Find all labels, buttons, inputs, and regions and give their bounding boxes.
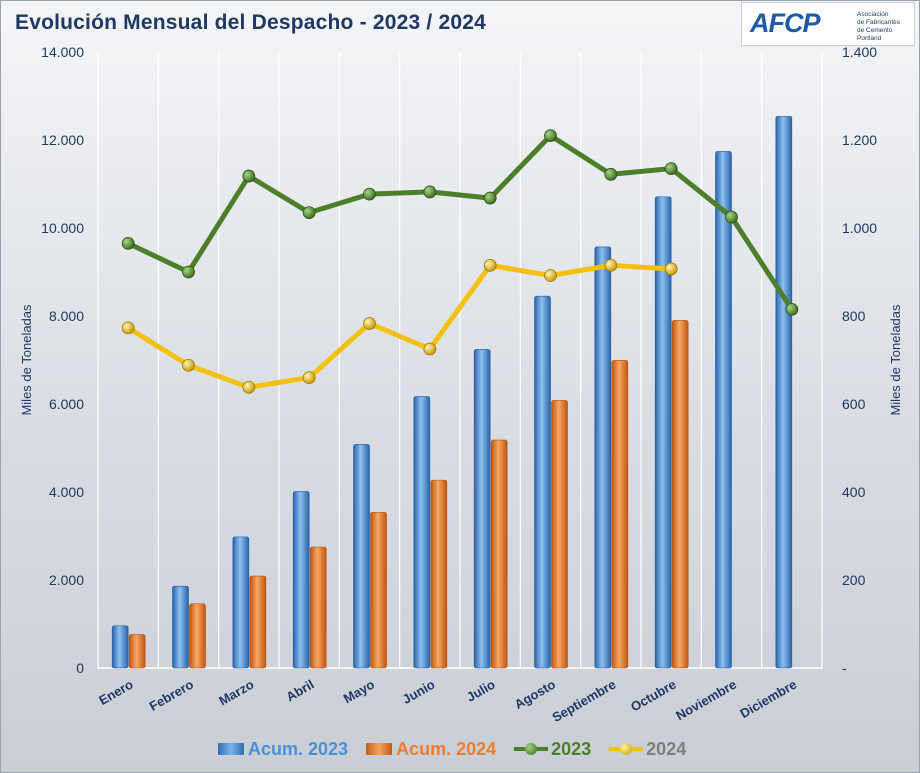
chart-legend: Acum. 2023 Acum. 2024 2023 2024 [218, 738, 704, 760]
point-2023 [302, 206, 316, 220]
x-tick-label: Abril [284, 677, 317, 705]
y-tick-right: - [842, 660, 847, 676]
bar-acum-2023 [232, 536, 250, 669]
y-tick-right: 1.400 [842, 44, 877, 60]
bar-acum-2024 [611, 360, 629, 669]
legend-swatch-2024 [609, 743, 644, 755]
bar-acum-2023 [534, 295, 551, 669]
point-2024 [604, 258, 618, 272]
y-tick-left: 8.000 [49, 308, 84, 324]
bar-acum-2024 [671, 320, 689, 669]
bar-acum-2023 [473, 349, 491, 669]
bar-acum-2024 [309, 546, 327, 669]
bar-acum-2024 [189, 603, 206, 669]
bar-acum-2023 [594, 246, 612, 669]
legend-item-acum-2023: Acum. 2023 [218, 739, 348, 760]
bar-acum-2024 [551, 400, 568, 669]
legend-swatch-2023 [514, 743, 549, 755]
legend-swatch-acum-2023 [218, 743, 244, 755]
bar-acum-2023 [775, 115, 793, 669]
bar-acum-2023 [654, 196, 672, 669]
x-tick-label: Agosto [512, 677, 558, 712]
y-tick-left: 12.000 [41, 132, 84, 148]
x-tick-label: Enero [96, 677, 135, 708]
point-2024 [363, 317, 376, 330]
point-2024 [121, 321, 135, 335]
point-2024 [182, 358, 195, 372]
point-2023 [121, 236, 135, 250]
bar-acum-2024 [490, 439, 508, 669]
y-tick-right: 400 [842, 484, 866, 500]
y-tick-right: 1.200 [842, 132, 877, 148]
point-2024 [483, 258, 497, 272]
bar-acum-2024 [370, 511, 387, 669]
y-tick-right: 1.000 [842, 220, 877, 236]
logo-caption-line-2: de Fabricantes [857, 19, 900, 26]
x-tick-label: Julio [464, 677, 498, 705]
point-2023 [423, 185, 437, 199]
legend-item-2023: 2023 [514, 739, 591, 760]
point-2023 [483, 191, 497, 205]
y-tick-left: 0 [76, 660, 84, 676]
point-2023 [664, 162, 678, 176]
legend-item-acum-2024: Acum. 2024 [366, 739, 496, 760]
point-2023 [604, 167, 618, 181]
x-tick-label: Octubre [628, 677, 679, 715]
logo-caption-line-4: Portland [857, 35, 882, 42]
x-tick-label: Noviembre [673, 677, 739, 724]
line-series-2024 [125, 262, 674, 390]
logo-mark-text: AFCP [750, 8, 820, 38]
y-axis-label-left: Miles de Toneladas [19, 304, 34, 416]
legend-swatch-acum-2024 [366, 743, 393, 755]
legend-label-acum-2024: Acum. 2024 [396, 738, 497, 759]
chart-title: Evolución Mensual del Despacho - 2023 / … [15, 11, 486, 34]
point-2023 [242, 169, 256, 183]
y-tick-left: 4.000 [49, 484, 84, 500]
y-tick-left: 14.000 [41, 44, 84, 60]
x-tick-label: Mayo [341, 677, 377, 707]
x-tick-label: Septiembre [550, 677, 619, 725]
y-tick-right: 600 [842, 396, 866, 412]
point-2023 [544, 129, 557, 143]
y-tick-left: 10.000 [41, 220, 84, 236]
point-2024 [664, 262, 678, 276]
y-tick-left: 6.000 [49, 396, 84, 412]
bar-acum-2023 [172, 585, 189, 669]
bar-acum-2023 [353, 444, 370, 669]
x-tick-label: Diciembre [737, 677, 799, 721]
point-2023 [363, 187, 376, 201]
legend-label-2024: 2024 [646, 738, 687, 759]
y-tick-right: 200 [842, 572, 866, 588]
bar-acum-2023 [292, 491, 310, 669]
bar-acum-2024 [430, 479, 448, 669]
bar-acum-2023 [413, 396, 431, 669]
logo-caption-line-3: de Cemento [857, 27, 893, 34]
point-2023 [725, 210, 738, 224]
bar-acum-2024 [128, 634, 146, 669]
bar-acum-2024 [249, 575, 267, 669]
point-2024 [423, 342, 437, 356]
y-tick-left: 2.000 [49, 572, 84, 588]
bar-acum-2023 [111, 625, 129, 669]
y-tick-right: 800 [842, 308, 866, 324]
point-2024 [242, 380, 256, 394]
afcp-logo: AFCP Asociación de Fabricantes de Cement… [741, 2, 915, 46]
x-tick-label: Junio [400, 677, 438, 707]
legend-label-acum-2023: Acum. 2023 [248, 738, 349, 759]
line-series-2023 [125, 133, 795, 312]
point-2023 [182, 265, 195, 279]
logo-mark: AFCP [750, 8, 820, 39]
x-tick-label: Febrero [147, 677, 196, 714]
logo-caption: Asociación de Fabricantes de Cemento Por… [857, 11, 900, 43]
bar-acum-2023 [715, 151, 732, 669]
point-2023 [785, 302, 799, 316]
legend-label-2023: 2023 [551, 738, 592, 759]
y-axis-label-right: Miles de Toneladas [888, 304, 903, 416]
legend-item-2024: 2024 [609, 739, 686, 760]
x-tick-label: Marzo [216, 677, 256, 709]
point-2024 [302, 371, 316, 385]
point-2024 [544, 269, 557, 282]
logo-caption-line-1: Asociación [857, 11, 889, 18]
